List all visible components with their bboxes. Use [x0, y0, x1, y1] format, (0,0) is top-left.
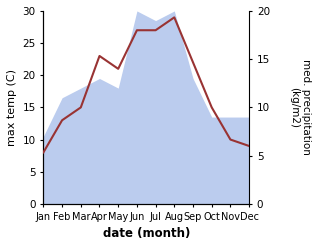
Y-axis label: med. precipitation
(kg/m2): med. precipitation (kg/m2) — [289, 60, 311, 155]
X-axis label: date (month): date (month) — [103, 227, 190, 240]
Y-axis label: max temp (C): max temp (C) — [7, 69, 17, 146]
